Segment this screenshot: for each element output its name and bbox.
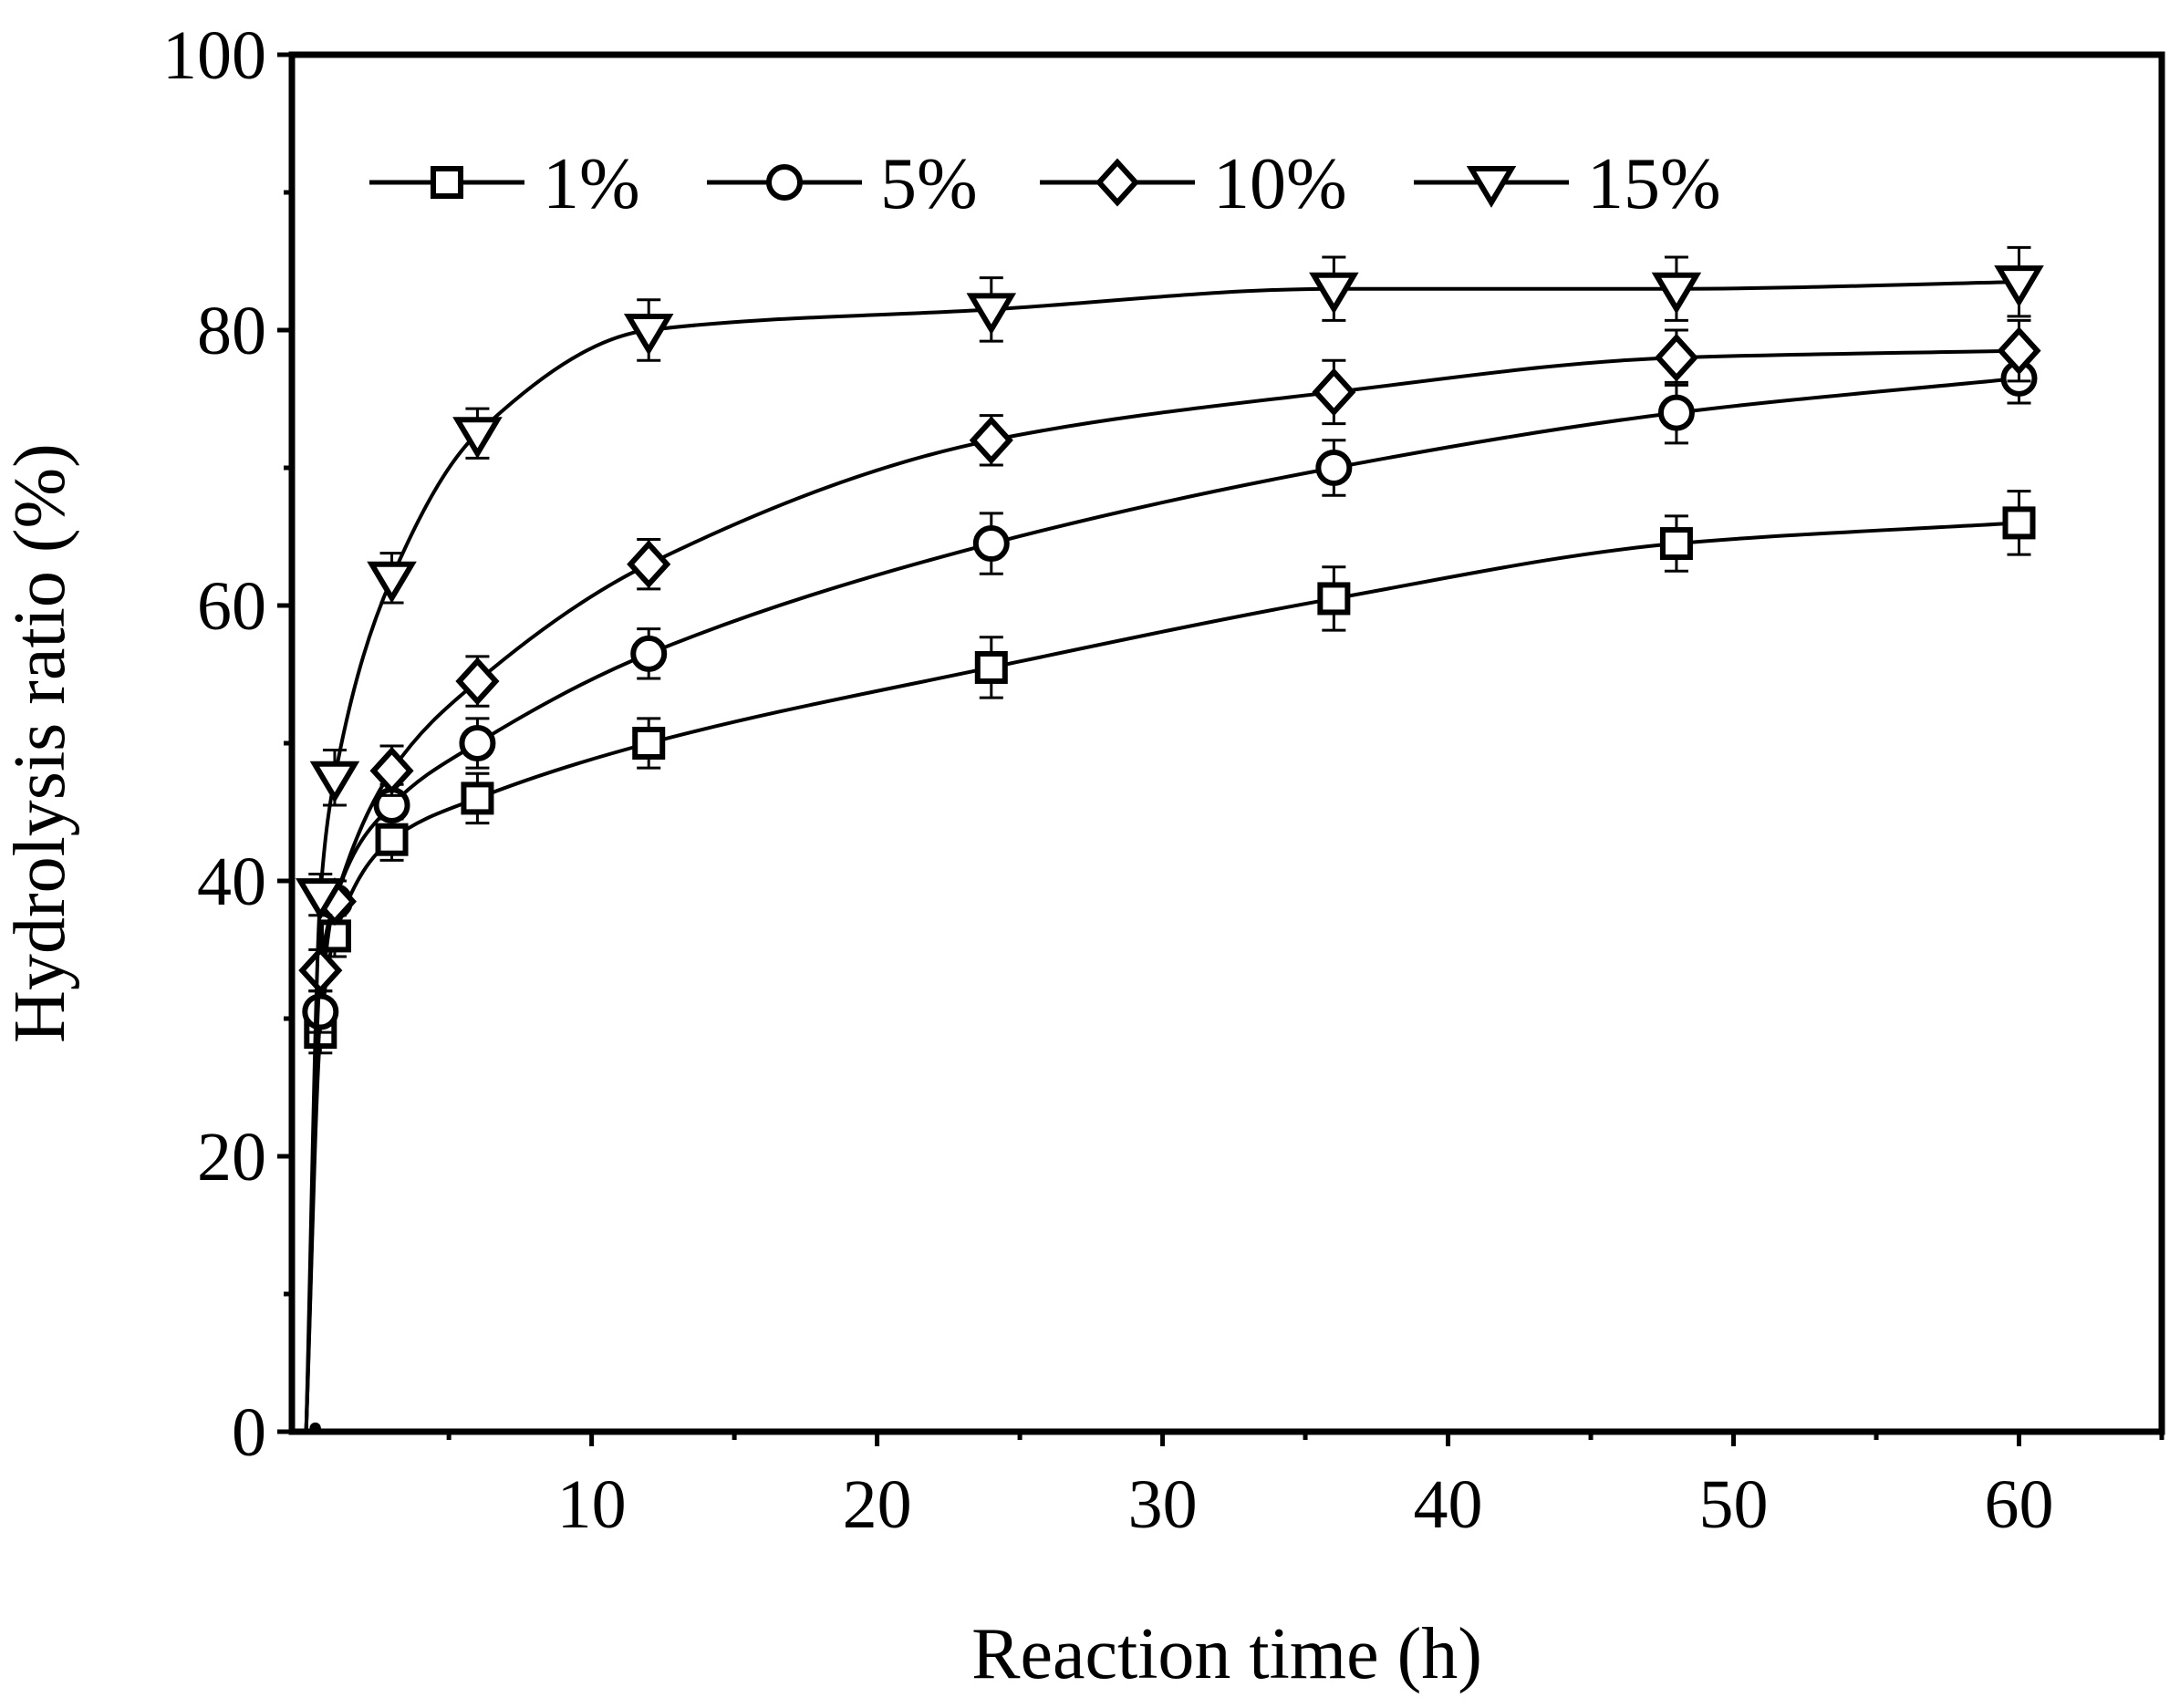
data-point bbox=[972, 525, 1010, 563]
y-tick-label: 100 bbox=[162, 17, 266, 94]
data-point bbox=[969, 416, 1013, 465]
origin-point bbox=[309, 1423, 321, 1434]
legend-marker bbox=[431, 166, 463, 199]
series-line bbox=[304, 521, 2019, 1433]
y-tick-label: 80 bbox=[197, 293, 266, 369]
series-line bbox=[304, 348, 2019, 1433]
legend-marker bbox=[1466, 166, 1517, 208]
legend-marker bbox=[1095, 158, 1140, 207]
legend: 1% 5% 10% 15% bbox=[369, 144, 1721, 224]
legend-item-10pct: 10% bbox=[1040, 144, 1347, 224]
data-point bbox=[623, 314, 674, 356]
x-tick-label: 50 bbox=[1699, 1466, 1769, 1543]
data-point bbox=[1309, 272, 1359, 315]
data-point bbox=[1317, 582, 1351, 616]
x-tick-label: 40 bbox=[1414, 1466, 1483, 1543]
y-tick-label: 0 bbox=[232, 1394, 266, 1471]
y-tick-label: 40 bbox=[197, 844, 266, 920]
data-point bbox=[627, 540, 671, 589]
data-point bbox=[298, 946, 343, 995]
series-10pct bbox=[298, 318, 2041, 1434]
data-point bbox=[296, 878, 346, 920]
tick-group: 0 20 40 60 80 100 10 20 30 40 50 60 bbox=[162, 17, 2164, 1543]
data-point bbox=[1312, 367, 1356, 417]
series-line bbox=[304, 280, 2019, 1433]
y-tick-label: 20 bbox=[197, 1119, 266, 1196]
legend-item-5pct: 5% bbox=[707, 144, 978, 224]
data-point bbox=[632, 727, 666, 760]
data-point bbox=[2002, 506, 2036, 540]
legend-label: 5% bbox=[880, 144, 978, 224]
data-point bbox=[302, 993, 339, 1030]
y-tick-label: 60 bbox=[197, 568, 266, 645]
data-point bbox=[459, 725, 496, 761]
series-1pct bbox=[304, 490, 2036, 1434]
data-point bbox=[309, 761, 360, 803]
x-tick-label: 10 bbox=[557, 1466, 627, 1543]
plot-frame bbox=[288, 51, 2165, 1435]
x-tick-label: 60 bbox=[1985, 1466, 2054, 1543]
data-point bbox=[367, 561, 417, 604]
data-point bbox=[1659, 527, 1693, 561]
series-group bbox=[296, 245, 2044, 1434]
data-point bbox=[461, 782, 494, 815]
data-point bbox=[974, 650, 1008, 684]
x-tick-label: 20 bbox=[843, 1466, 912, 1543]
legend-label: 10% bbox=[1213, 144, 1347, 224]
data-point bbox=[375, 823, 409, 856]
data-point bbox=[630, 635, 668, 672]
data-point bbox=[369, 746, 414, 795]
data-point bbox=[1657, 394, 1695, 431]
legend-label: 1% bbox=[543, 144, 640, 224]
data-point bbox=[1315, 450, 1353, 486]
data-point bbox=[452, 417, 503, 460]
legend-item-15pct: 15% bbox=[1414, 144, 1721, 224]
data-point bbox=[1997, 326, 2041, 376]
x-axis-title: Reaction time (h) bbox=[971, 1614, 1482, 1694]
data-point bbox=[1994, 265, 2044, 308]
series-5pct bbox=[302, 352, 2038, 1434]
legend-item-1pct: 1% bbox=[369, 144, 640, 224]
data-point bbox=[1651, 272, 1702, 315]
series-15pct bbox=[296, 245, 2044, 1434]
y-axis-title: Hydrolysis ratio (%) bbox=[0, 443, 80, 1043]
data-point bbox=[966, 293, 1017, 336]
legend-marker bbox=[766, 164, 803, 201]
x-tick-label: 30 bbox=[1128, 1466, 1198, 1543]
legend-label: 15% bbox=[1587, 144, 1721, 224]
data-point bbox=[455, 657, 500, 706]
data-point bbox=[1654, 333, 1698, 382]
